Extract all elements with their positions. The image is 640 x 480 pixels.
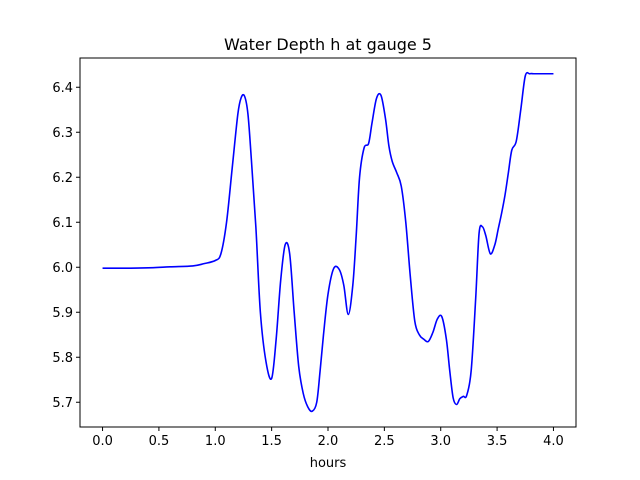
x-tick-label: 3.5 (487, 434, 508, 449)
plot-area (102, 71, 554, 413)
y-tick-label: 6.1 (52, 216, 73, 231)
x-axis-label: hours (310, 456, 347, 471)
chart-title: Water Depth h at gauge 5 (224, 35, 432, 54)
x-tick-label: 0.0 (92, 434, 113, 449)
x-tick-label: 1.0 (205, 434, 226, 449)
y-tick-label: 6.2 (52, 171, 73, 186)
x-tick-label: 0.5 (149, 434, 170, 449)
y-tick-label: 5.9 (52, 306, 73, 321)
x-tick-label: 1.5 (261, 434, 282, 449)
x-tick-label: 2.0 (318, 434, 339, 449)
series-line-0 (102, 71, 554, 413)
y-tick-label: 5.7 (52, 396, 73, 411)
y-tick-label: 6.4 (52, 81, 73, 96)
x-tick-label: 2.5 (374, 434, 395, 449)
y-tick-label: 6.0 (52, 261, 73, 276)
y-axis: 5.7 5.8 5.9 6.0 6.1 6.2 6.3 6.4 (52, 81, 80, 411)
y-tick-label: 5.8 (52, 351, 73, 366)
x-tick-label: 4.0 (543, 434, 564, 449)
x-tick-label: 3.0 (430, 434, 451, 449)
y-tick-label: 6.3 (52, 126, 73, 141)
x-axis: 0.0 0.5 1.0 1.5 2.0 2.5 3.0 3.5 4.0 (92, 427, 564, 449)
